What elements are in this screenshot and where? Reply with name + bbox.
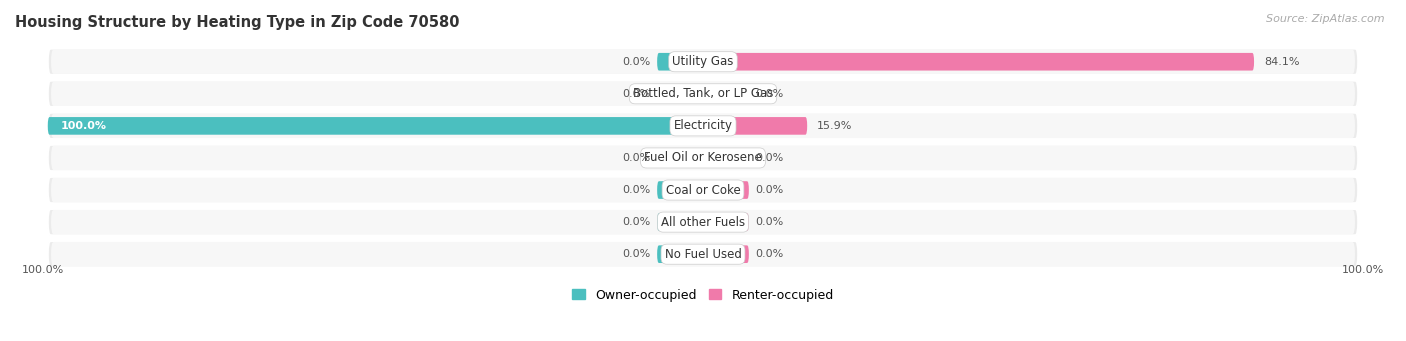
Text: Electricity: Electricity [673,119,733,132]
Text: 0.0%: 0.0% [623,249,651,259]
Text: Source: ZipAtlas.com: Source: ZipAtlas.com [1267,14,1385,24]
Text: 0.0%: 0.0% [755,185,783,195]
Legend: Owner-occupied, Renter-occupied: Owner-occupied, Renter-occupied [572,288,834,301]
Text: All other Fuels: All other Fuels [661,216,745,228]
FancyBboxPatch shape [51,146,1355,170]
FancyBboxPatch shape [657,181,703,199]
Text: 0.0%: 0.0% [755,217,783,227]
FancyBboxPatch shape [51,81,1355,106]
Text: Bottled, Tank, or LP Gas: Bottled, Tank, or LP Gas [633,87,773,100]
FancyBboxPatch shape [703,149,749,167]
Text: 0.0%: 0.0% [755,249,783,259]
FancyBboxPatch shape [51,178,1355,202]
FancyBboxPatch shape [48,48,1358,75]
FancyBboxPatch shape [657,85,703,103]
FancyBboxPatch shape [703,213,749,231]
FancyBboxPatch shape [48,241,1358,267]
Text: 0.0%: 0.0% [623,89,651,99]
Text: 0.0%: 0.0% [623,185,651,195]
FancyBboxPatch shape [703,53,1254,71]
FancyBboxPatch shape [703,181,749,199]
FancyBboxPatch shape [657,149,703,167]
FancyBboxPatch shape [51,114,1355,138]
FancyBboxPatch shape [48,113,1358,139]
FancyBboxPatch shape [48,209,1358,235]
Text: 0.0%: 0.0% [755,153,783,163]
FancyBboxPatch shape [48,145,1358,171]
Text: No Fuel Used: No Fuel Used [665,248,741,261]
Text: 100.0%: 100.0% [60,121,107,131]
Text: 0.0%: 0.0% [623,57,651,67]
FancyBboxPatch shape [703,246,749,263]
FancyBboxPatch shape [51,210,1355,234]
FancyBboxPatch shape [657,53,703,71]
FancyBboxPatch shape [51,242,1355,266]
FancyBboxPatch shape [657,246,703,263]
FancyBboxPatch shape [703,117,807,135]
Text: Fuel Oil or Kerosene: Fuel Oil or Kerosene [644,151,762,164]
Text: 0.0%: 0.0% [623,153,651,163]
Text: Coal or Coke: Coal or Coke [665,183,741,196]
FancyBboxPatch shape [657,213,703,231]
FancyBboxPatch shape [48,177,1358,203]
FancyBboxPatch shape [703,85,749,103]
Text: 100.0%: 100.0% [1343,265,1385,275]
FancyBboxPatch shape [51,49,1355,74]
FancyBboxPatch shape [48,117,703,135]
Text: 84.1%: 84.1% [1264,57,1299,67]
Text: 100.0%: 100.0% [21,265,63,275]
Text: Housing Structure by Heating Type in Zip Code 70580: Housing Structure by Heating Type in Zip… [15,15,460,30]
Text: 15.9%: 15.9% [817,121,852,131]
Text: 0.0%: 0.0% [623,217,651,227]
Text: Utility Gas: Utility Gas [672,55,734,68]
Text: 0.0%: 0.0% [755,89,783,99]
FancyBboxPatch shape [48,81,1358,107]
